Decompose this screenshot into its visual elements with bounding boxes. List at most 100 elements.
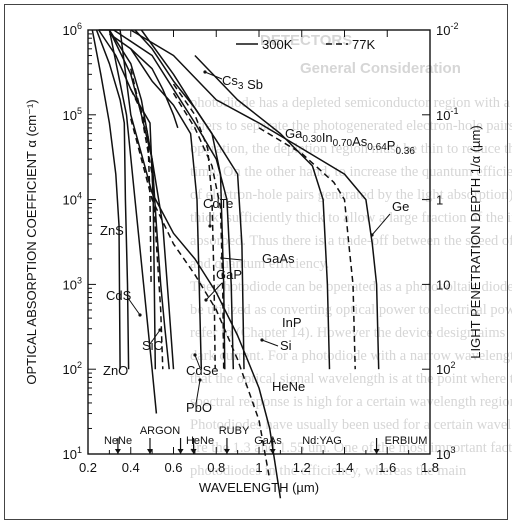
y-tick-label: 102 (63, 360, 82, 377)
label-text: GaP (216, 267, 242, 282)
figure-frame (4, 4, 508, 520)
label-subscript: 0.64 (367, 142, 387, 153)
laser-marker-arrowhead (146, 449, 153, 454)
label-subscript: 0.70 (333, 138, 353, 149)
label-subscript: 0.36 (395, 146, 415, 157)
x-tick-label: 1.2 (293, 460, 311, 475)
series-line-gaas (172, 92, 225, 370)
background-text-line: spectral response is high for a certain … (190, 394, 512, 410)
label-text: Sb (243, 77, 263, 92)
laser-marker-arrowhead (269, 449, 276, 454)
series-line-si (98, 29, 282, 499)
label-text: Cs (222, 73, 238, 88)
material-label: CdSe (186, 363, 219, 378)
material-label: CdTe (203, 196, 233, 211)
y2-tick-label: 102 (436, 360, 455, 377)
tick-base: 10 (436, 23, 450, 38)
legend-label-77k: 77K (352, 37, 375, 52)
label-text: Ge (392, 199, 409, 214)
series-line-cds (98, 29, 157, 370)
background-text-line: absorbed. Thus there is a trade-off betw… (190, 233, 512, 249)
laser-marker-label: HeNe (186, 435, 214, 447)
tick-exponent: 1 (77, 445, 82, 455)
y-tick-label: 103 (63, 275, 82, 292)
series-line-pbo (108, 29, 175, 370)
tick-exponent: -1 (450, 106, 458, 116)
material-label: SiC (142, 338, 163, 353)
label-pointer (194, 354, 201, 369)
series-line-cs3sb (108, 33, 179, 129)
laser-marker-label: ARGON (140, 425, 180, 437)
material-label: ZnO (103, 363, 128, 378)
background-text-line: are the 1.3 and 1.55 um. One of the most… (190, 440, 512, 456)
label-text: In (322, 130, 333, 145)
series-line-si (130, 118, 271, 480)
material-label: ZnS (100, 223, 124, 238)
background-text-line: be utilized as converting optical power … (190, 302, 512, 318)
label-pointer-head (370, 233, 374, 237)
y-axis-label: OPTICAL ABSORPTION COEFFICIENT α (cm⁻¹) (24, 99, 39, 384)
background-text-line: The photodiode can be operated as a phot… (190, 279, 512, 295)
y-tick-label: 105 (63, 106, 82, 123)
laser-marker-arrowhead (114, 449, 121, 454)
series-line-zns (91, 29, 121, 370)
label-text: As (352, 134, 368, 149)
x-tick-label: 1.4 (335, 460, 353, 475)
label-text: CdS (106, 288, 132, 303)
material-label: Cs3 Sb (222, 73, 263, 92)
y2-tick-label: 10-2 (436, 21, 458, 38)
label-subscript: 3 (238, 81, 244, 92)
material-label: HeNe (272, 379, 305, 394)
background-text-line: operation, the depletion region must be … (190, 141, 512, 157)
label-pointer (205, 282, 223, 301)
tick-exponent: 3 (77, 275, 82, 285)
x-tick-label: 1.8 (421, 460, 439, 475)
series-line-ga030in070as064p036 (194, 54, 331, 370)
y2-tick-label: 10-1 (436, 106, 458, 123)
tick-base: 10 (63, 23, 77, 38)
x-tick-label: 0.8 (207, 460, 225, 475)
label-text: ZnS (100, 223, 124, 238)
label-pointer-head (193, 353, 197, 357)
label-pointer-head (220, 256, 224, 260)
label-pointer-head (260, 338, 264, 342)
label-text: HeNe (272, 379, 305, 394)
series-curves (91, 29, 380, 499)
label-text: P (387, 138, 396, 153)
background-text-line: photodiodes in the efficiency, whereas t… (190, 463, 467, 479)
tick-exponent: 2 (450, 360, 455, 370)
material-label: Ga0.30In0.70As0.64P0.36 (285, 126, 415, 157)
laser-marker-label: Nd:YAG (302, 435, 342, 447)
tick-base: 10 (63, 362, 77, 377)
laser-marker-label: RUBY (219, 425, 250, 437)
y2-axis-label: LIGHT PENETRATION DEPTH 1/α (µm) (468, 125, 483, 358)
background-text-line: time. On the other hand, to increase the… (190, 164, 512, 180)
label-text: ZnO (103, 363, 128, 378)
y-tick-label: 104 (63, 191, 82, 208)
tick-base: 10 (436, 362, 450, 377)
label-pointer-head (158, 328, 162, 332)
label-text: Ga (285, 126, 303, 141)
series-line-gaas (113, 29, 235, 370)
label-subscript: 0.30 (302, 134, 322, 145)
tick-base: 10 (436, 277, 450, 292)
tick-exponent: 3 (450, 445, 455, 455)
tick-exponent: -2 (450, 21, 458, 31)
series-line-gap (108, 29, 170, 370)
material-label: Si (280, 338, 292, 353)
y2-tick-label: 103 (436, 445, 455, 462)
series-line-ge (258, 127, 356, 370)
tick-base: 1 (436, 193, 443, 208)
laser-marker-arrowhead (373, 449, 380, 454)
label-pointer (149, 329, 161, 345)
y2-tick-label: 1 (436, 193, 443, 208)
x-axis-label: WAVELENGTH (µm) (199, 480, 319, 495)
background-text-line: General Consideration (300, 60, 461, 77)
series-line-cdte (172, 83, 216, 370)
label-pointer-head (204, 298, 208, 302)
label-text: Si (280, 338, 292, 353)
laser-marker-label: NeNe (104, 435, 132, 447)
y-tick-label: 101 (63, 445, 82, 462)
label-pointer (127, 297, 141, 316)
